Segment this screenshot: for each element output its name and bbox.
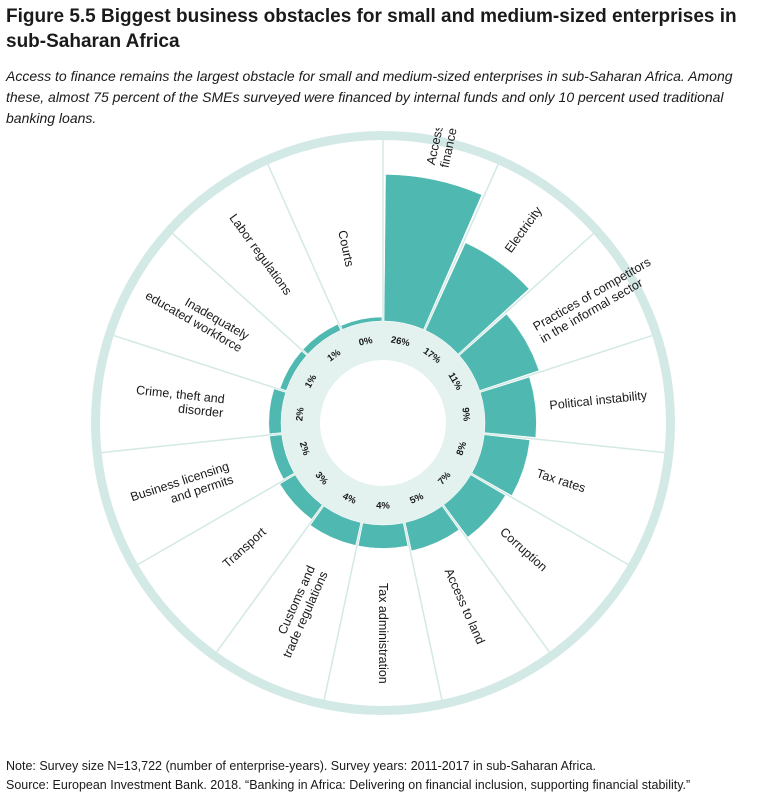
value-label: 9%: [459, 407, 471, 422]
bar-11: [269, 434, 295, 480]
bar-5: [471, 434, 531, 496]
bar-14: [302, 323, 341, 355]
grid-spoke: [480, 334, 653, 392]
source-citation: Source: European Investment Bank. 2018. …: [6, 778, 691, 792]
survey-note: Note: Survey size N=13,722 (number of en…: [6, 759, 596, 773]
grid-spoke: [137, 473, 295, 566]
bar-1: [383, 174, 483, 330]
value-label: 2%: [297, 440, 312, 457]
category-label: Tax administration: [376, 583, 390, 684]
radial-bar-chart-container: 26% 17% 11% 9% 8% 7% 5% 4% 4% 3% 2% 2% 1% 1% 0% Access …: [0, 110, 768, 743]
bar-9: [310, 505, 362, 546]
bar-3: [459, 313, 540, 391]
grid-spoke: [113, 334, 286, 392]
value-label: 0%: [358, 335, 374, 349]
value-label: 2%: [294, 406, 306, 421]
figure-title: Figure 5.5 Biggest business obstacles fo…: [6, 6, 737, 52]
grid-spoke: [485, 433, 665, 454]
grid-spoke: [403, 523, 443, 700]
grid-spoke: [459, 233, 594, 355]
bar-7: [404, 505, 460, 552]
grid-spoke: [101, 433, 281, 454]
bar-10: [279, 474, 323, 520]
bar-12: [268, 388, 286, 435]
value-label: 8%: [455, 440, 470, 457]
bar-13: [279, 350, 307, 391]
bar-6: [443, 474, 506, 538]
bar-8: [357, 522, 409, 549]
value-label: 5%: [408, 491, 426, 507]
value-label: 4%: [376, 501, 390, 512]
center-hole: [320, 360, 446, 486]
grid-spoke: [267, 164, 342, 330]
grid-spoke: [442, 505, 550, 653]
grid-spoke: [424, 164, 499, 330]
radial-bar-chart: 26%17%11%9%8%7%5%4%4%3%2%2%1%1%0%Access …: [91, 110, 675, 715]
bar-15: [340, 316, 383, 330]
bar-4: [480, 376, 537, 438]
value-label: 4%: [341, 491, 359, 507]
grid-spoke: [471, 473, 629, 566]
grid-spoke: [216, 505, 324, 653]
bar-2: [425, 242, 530, 355]
grid-spoke: [323, 523, 363, 700]
value-label: 26%: [390, 334, 411, 349]
grid-spoke: [172, 233, 307, 355]
figure-subtitle: Access to finance remains the largest ob…: [6, 68, 733, 126]
